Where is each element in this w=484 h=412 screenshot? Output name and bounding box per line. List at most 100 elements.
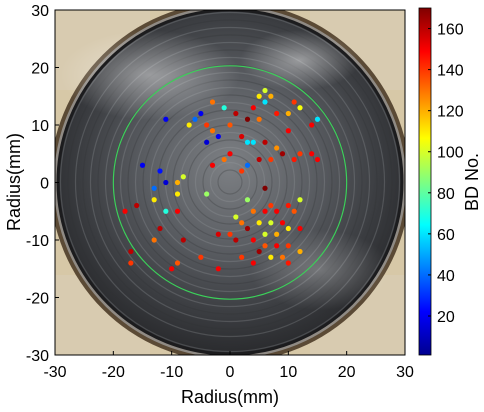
data-point [239,220,245,226]
reference-circle [112,65,348,300]
data-point [244,139,251,145]
data-point [174,260,181,266]
y-tick-label: -20 [26,291,49,308]
data-point [157,225,163,232]
y-tick-label: -10 [26,233,49,250]
data-point [239,133,245,140]
data-point [309,122,315,128]
data-point [285,260,291,266]
data-point [262,243,268,249]
data-point [314,116,321,122]
data-point [221,156,227,163]
data-point [215,266,221,272]
data-point [274,231,280,237]
data-point [157,168,163,174]
data-point [250,208,256,214]
x-tick-label: 20 [338,364,356,381]
colorbar-ticks: 20 40 60 80 100 120 140 160 [428,22,464,326]
data-point [233,110,239,117]
data-point [285,202,291,209]
x-tick-label: -20 [102,364,125,381]
data-point [227,151,233,157]
y-tick-label: 20 [31,61,49,78]
data-point [204,191,210,197]
data-point [192,116,198,122]
data-point [151,185,157,191]
data-point [256,156,262,163]
data-point [268,93,274,99]
data-point [297,248,303,255]
x-ticks: -30 -20 -10 0 10 20 30 [43,351,414,381]
colorbar-tick-label: 40 [437,268,455,285]
data-point [285,128,291,134]
data-point [209,99,216,105]
data-point [274,208,280,214]
data-point [174,208,181,214]
data-point [227,231,233,237]
data-point [291,156,297,163]
data-point [244,116,251,122]
y-tick-label: -30 [26,348,49,365]
data-point [297,151,303,157]
data-point [291,208,297,214]
data-point [151,237,157,243]
data-point [285,110,291,117]
data-point [233,214,239,220]
data-point [268,254,274,260]
colorbar-tick-label: 20 [437,309,455,326]
x-tick-label: 0 [226,364,235,381]
data-point [268,202,274,209]
data-point [262,139,268,145]
y-tick-label: 0 [40,176,49,193]
data-point [268,220,274,226]
data-point [297,225,303,232]
data-point [262,185,268,191]
data-point [151,197,157,203]
colorbar-label: BD No. [462,153,482,211]
colorbar-tick-label: 100 [437,145,464,162]
data-point [174,179,181,186]
data-point [180,174,186,180]
data-point [128,260,134,266]
data-point [163,179,169,186]
data-point [268,156,274,163]
data-point [285,243,291,249]
data-point [122,208,128,214]
data-point [209,162,216,168]
data-point [250,260,256,266]
data-point [198,110,204,117]
data-point [239,254,245,260]
data-point [279,151,286,157]
data-point [169,266,175,272]
data-point [209,128,216,134]
data-point [285,225,291,232]
data-point [163,208,169,214]
data-point [256,116,262,122]
x-tick-label: -30 [43,364,66,381]
colorbar-tick-label: 120 [437,104,464,121]
data-point [297,197,303,203]
data-point [204,122,210,128]
colorbar-tick-label: 160 [437,22,464,39]
data-point [279,220,286,226]
data-point [128,248,134,255]
data-point [244,162,251,168]
data-point [262,99,268,105]
colorbar [418,7,432,356]
y-axis-label: Radius(mm) [4,133,24,231]
data-point [250,105,256,111]
data-point [297,105,303,111]
x-axis-label: Radius(mm) [181,387,279,407]
data-point [163,116,169,122]
data-point [186,122,192,128]
specimen-photograph [55,10,405,355]
data-point [244,225,251,232]
data-point [250,139,256,145]
colorbar-tick-label: 80 [437,186,455,203]
data-point [262,208,268,214]
x-tick-label: -10 [160,364,183,381]
data-point [134,202,140,209]
colorbar-tick-label: 60 [437,227,455,244]
data-point [250,237,256,243]
